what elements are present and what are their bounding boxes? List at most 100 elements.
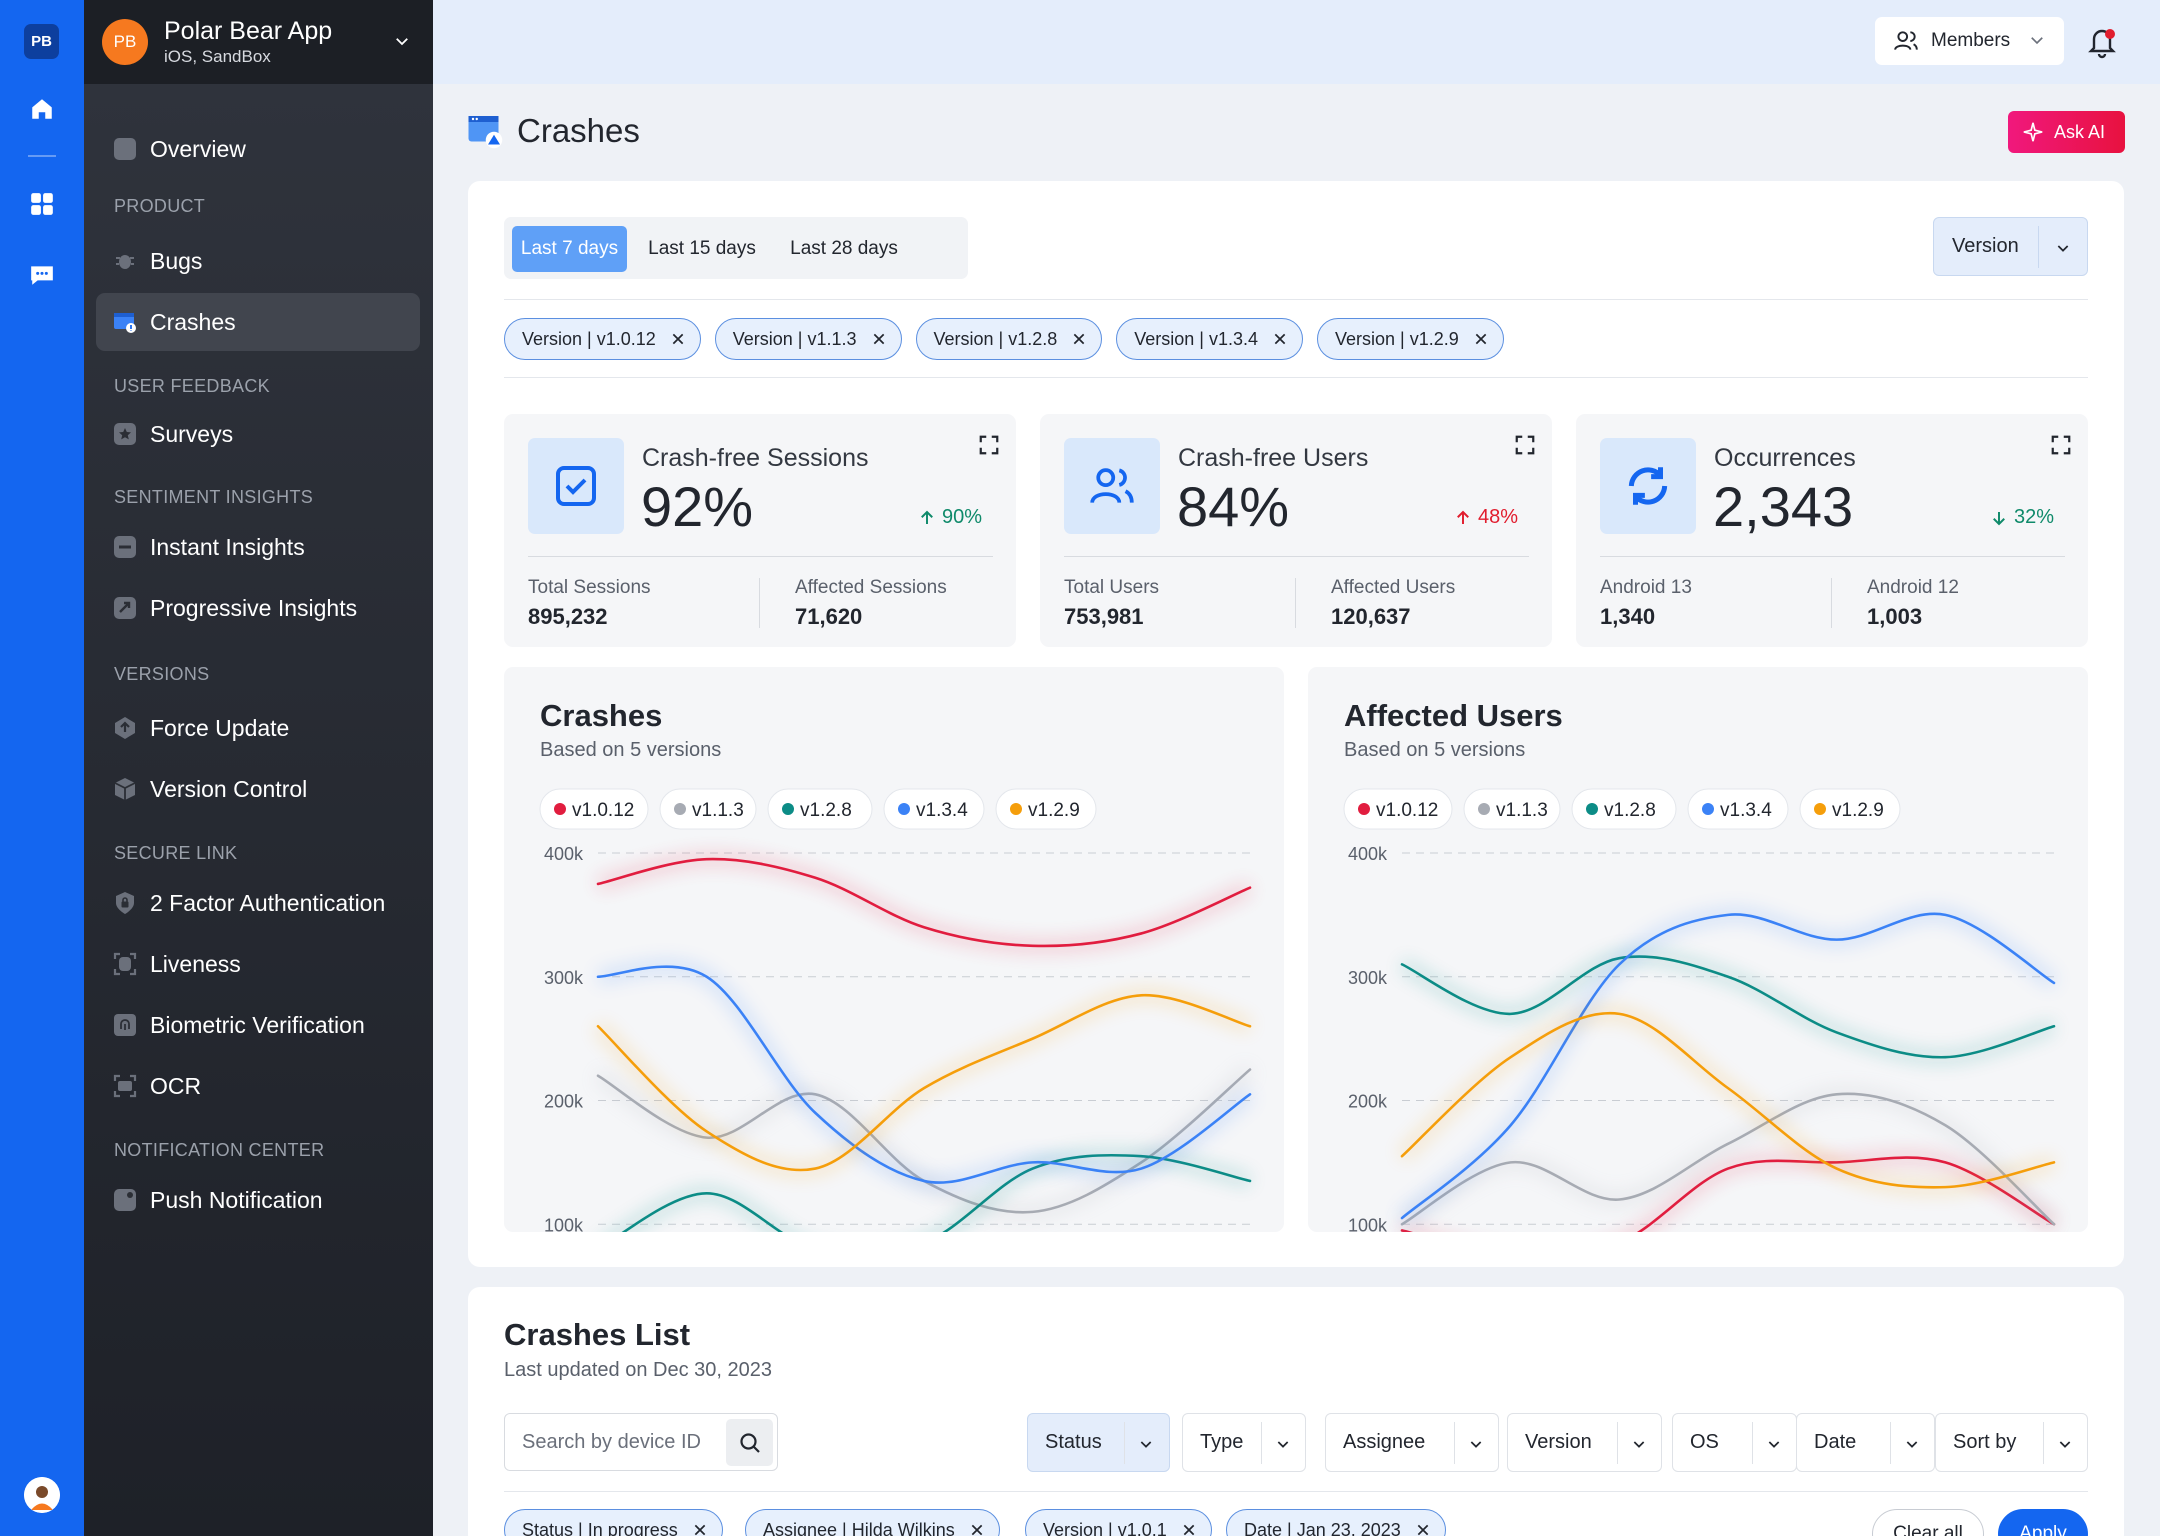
close-icon[interactable]: [969, 1522, 985, 1536]
legend-chip-v1-2-8[interactable]: v1.2.8: [1572, 789, 1676, 829]
sidebar-item-label: Overview: [150, 136, 246, 163]
sidebar-item-crashes[interactable]: Crashes: [96, 293, 420, 351]
close-icon[interactable]: [1272, 331, 1288, 347]
legend-dot: [898, 803, 910, 815]
legend-chip-v1-2-8[interactable]: v1.2.8: [768, 789, 872, 829]
legend-chip-v1-2-9[interactable]: v1.2.9: [996, 789, 1096, 829]
tab-last-7-days[interactable]: Last 7 days: [512, 226, 627, 272]
version-box-icon: [113, 777, 137, 801]
sidebar-item-push-notification[interactable]: Push Notification: [96, 1171, 420, 1229]
stat-sub-label: Total Users: [1064, 577, 1159, 599]
chevron-down-icon: [1275, 1436, 1291, 1452]
active-filter-chip[interactable]: Version | v1.0.1: [1025, 1509, 1212, 1536]
chat-icon[interactable]: [24, 257, 60, 293]
chip-label: Version | v1.2.8: [934, 329, 1058, 350]
sidebar-item-label: Instant Insights: [150, 534, 305, 561]
expand-icon[interactable]: [978, 434, 1000, 456]
stat-label: Crash-free Sessions: [642, 444, 868, 473]
close-icon[interactable]: [670, 331, 686, 347]
version-chip[interactable]: Version | v1.2.9: [1317, 318, 1504, 360]
legend-dot: [554, 803, 566, 815]
stat-card-crash-free-users: Crash-free Users 84% 48% Total Users 753…: [1040, 414, 1552, 647]
active-filter-chip[interactable]: Assignee | Hilda Wilkins: [745, 1509, 1000, 1536]
clear-all-button[interactable]: Clear all: [1872, 1509, 1984, 1536]
filter-type[interactable]: Type: [1182, 1413, 1306, 1472]
filter-version[interactable]: Version: [1507, 1413, 1662, 1472]
tab-last-28-days[interactable]: Last 28 days: [774, 226, 914, 272]
expand-icon[interactable]: [1514, 434, 1536, 456]
sidebar-item-ocr[interactable]: OCR: [96, 1057, 420, 1115]
legend-chip-v1-0-12[interactable]: v1.0.12: [1344, 789, 1452, 829]
sidebar-item-label: Bugs: [150, 248, 202, 275]
filter-assignee[interactable]: Assignee: [1325, 1413, 1499, 1472]
active-filter-chip[interactable]: Date | Jan 23, 2023: [1226, 1509, 1446, 1536]
apply-button[interactable]: Apply: [1998, 1509, 2088, 1536]
apps-grid-icon[interactable]: [24, 186, 60, 222]
sidebar-item-instant-insights[interactable]: Instant Insights: [96, 518, 420, 576]
stat-card-crash-free-sessions: Crash-free Sessions 92% 90% Total Sessio…: [504, 414, 1016, 647]
close-icon[interactable]: [871, 331, 887, 347]
y-tick-label: 200k: [544, 1092, 584, 1112]
search-icon[interactable]: [726, 1419, 773, 1466]
sidebar-item-2fa[interactable]: 2 Factor Authentication: [96, 874, 420, 932]
home-icon[interactable]: [24, 91, 60, 127]
tab-last-15-days[interactable]: Last 15 days: [636, 226, 768, 272]
crashes-chart-panel: Crashes Based on 5 versions v1.0.12 v1.1.…: [504, 667, 1284, 1232]
sidebar-item-label: Progressive Insights: [150, 595, 357, 622]
sidebar-item-label: Force Update: [150, 715, 289, 742]
section-versions: VERSIONS: [114, 664, 209, 685]
legend-chip-v1-2-9[interactable]: v1.2.9: [1800, 789, 1900, 829]
search-input[interactable]: [505, 1414, 725, 1470]
version-chip[interactable]: Version | v1.0.12: [504, 318, 701, 360]
sidebar-item-overview[interactable]: Overview: [96, 120, 420, 178]
sidebar-item-liveness[interactable]: Liveness: [96, 935, 420, 993]
version-chip[interactable]: Version | v1.1.3: [715, 318, 902, 360]
filter-date[interactable]: Date: [1796, 1413, 1935, 1472]
sidebar-item-progressive-insights[interactable]: Progressive Insights: [96, 579, 420, 637]
legend-chip-v1-3-4[interactable]: v1.3.4: [884, 789, 984, 829]
sidebar-item-force-update[interactable]: Force Update: [96, 699, 420, 757]
version-chip[interactable]: Version | v1.2.8: [916, 318, 1103, 360]
ask-ai-button[interactable]: Ask AI: [2008, 111, 2125, 153]
legend-chip-v1-1-3[interactable]: v1.1.3: [1464, 789, 1560, 829]
filter-sort-by[interactable]: Sort by: [1935, 1413, 2088, 1472]
legend-chip-v1-1-3[interactable]: v1.1.3: [660, 789, 756, 829]
active-filter-chip[interactable]: Status | In progress: [504, 1509, 723, 1536]
sidebar-item-surveys[interactable]: Surveys: [96, 405, 420, 463]
version-dropdown[interactable]: Version: [1933, 217, 2088, 276]
legend-chip-v1-0-12[interactable]: v1.0.12: [540, 789, 648, 829]
members-button[interactable]: Members: [1875, 17, 2064, 65]
progressive-insights-icon: [113, 596, 137, 620]
close-icon[interactable]: [1415, 1522, 1431, 1536]
filter-os[interactable]: OS: [1672, 1413, 1797, 1472]
user-avatar[interactable]: [24, 1477, 60, 1513]
expand-icon[interactable]: [2050, 434, 2072, 456]
search-box: [504, 1413, 778, 1471]
version-chip[interactable]: Version | v1.3.4: [1116, 318, 1303, 360]
close-icon[interactable]: [1071, 331, 1087, 347]
fingerprint-icon: [113, 1013, 137, 1037]
sidebar-item-biometric[interactable]: Biometric Verification: [96, 996, 420, 1054]
legend-label: v1.1.3: [692, 800, 744, 821]
filter-status[interactable]: Status: [1027, 1413, 1170, 1472]
notification-bell-icon[interactable]: [2086, 24, 2118, 60]
sidebar-item-bugs[interactable]: Bugs: [96, 232, 420, 290]
close-icon[interactable]: [1473, 331, 1489, 347]
crash-window-icon: [467, 113, 503, 149]
legend-dot: [1358, 803, 1370, 815]
section-user-feedback: USER FEEDBACK: [114, 376, 270, 397]
sidebar-item-version-control[interactable]: Version Control: [96, 760, 420, 818]
chevron-down-icon: [2057, 1436, 2073, 1452]
app-switcher[interactable]: PB Polar Bear App iOS, SandBox: [84, 0, 433, 84]
sidebar-item-label: Biometric Verification: [150, 1012, 365, 1039]
stat-delta-value: 48%: [1478, 506, 1518, 529]
close-icon[interactable]: [1181, 1522, 1197, 1536]
close-icon[interactable]: [692, 1522, 708, 1536]
section-notification-center: NOTIFICATION CENTER: [114, 1140, 324, 1161]
workspace-logo[interactable]: PB: [24, 24, 59, 59]
sidebar-item-label: OCR: [150, 1073, 201, 1100]
stat-sub-value: 71,620: [795, 604, 862, 630]
chevron-down-icon: [1904, 1436, 1920, 1452]
users-icon: [1893, 28, 1919, 54]
legend-chip-v1-3-4[interactable]: v1.3.4: [1688, 789, 1788, 829]
